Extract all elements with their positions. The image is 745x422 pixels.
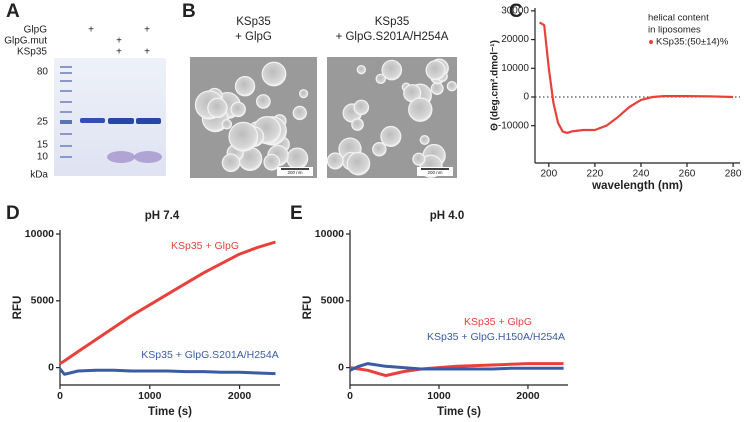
ladder-label: 25 (37, 117, 49, 128)
vesicle (372, 141, 387, 157)
y-tick-label: 0 (523, 92, 529, 103)
plus-sign: + (116, 36, 122, 47)
vesicle (380, 125, 402, 147)
x-tick-label: 1000 (138, 390, 162, 402)
vesicle (430, 82, 444, 96)
x-tick-label: 240 (633, 169, 650, 180)
vesicle (207, 97, 228, 119)
x-tick-label: 280 (725, 169, 742, 180)
y-tick-label: 30000 (501, 6, 529, 17)
series-label: KSp35 + GlpG (171, 240, 239, 252)
x-tick-label: 1000 (427, 390, 451, 402)
x-tick-label: 2000 (516, 390, 540, 402)
plus-sign: + (144, 25, 150, 36)
vesicle (234, 76, 256, 97)
plus-sign: + (88, 25, 94, 36)
vesicle (351, 118, 364, 131)
ladder-label: 15 (37, 140, 49, 151)
vesicle (346, 151, 371, 176)
series-label: KSp35 + GlpG.S201A/H254A (141, 349, 278, 361)
x-tick-label: 200 (540, 169, 557, 180)
row-label: GlpG.mut (4, 36, 47, 47)
vesicle (412, 152, 426, 166)
panel-letter: A (6, 1, 20, 22)
plus-sign: + (116, 47, 122, 58)
vesicle (230, 101, 246, 118)
vesicle (255, 94, 271, 109)
vesicle (292, 105, 307, 121)
data-line (349, 362, 564, 378)
y-tick-label: 10000 (501, 63, 529, 74)
legend-title: in liposomes (648, 25, 701, 36)
unit-label: kDa (30, 170, 48, 181)
row-label: GlpG (24, 25, 48, 36)
image-title: KSp35 (375, 16, 410, 28)
series-label: KSp35 + GlpG.H150A/H254A (427, 331, 565, 343)
chart-title: pH 7.4 (145, 210, 180, 222)
x-tick-label: 2000 (228, 390, 252, 402)
y-tick-label: 20000 (501, 34, 529, 45)
series-label: KSp35 + GlpG (464, 316, 532, 328)
image-title: KSp35 (236, 16, 271, 28)
scale-label: 200 nm (427, 170, 442, 175)
y-tick-label: -10000 (498, 120, 530, 131)
image-title: + GlpG.S201A/H254A (336, 31, 449, 43)
y-tick-label: 0 (338, 361, 344, 373)
vesicle (425, 60, 446, 81)
vesicle (375, 73, 386, 85)
y-axis-label: Θ (deg.cm².dmol⁻¹) (490, 40, 501, 131)
vesicle (326, 152, 344, 170)
panel-letter: B (182, 1, 196, 22)
x-tick-label: 220 (587, 169, 604, 180)
vesicle (298, 89, 309, 99)
vesicle (261, 61, 287, 87)
data-line (539, 21, 734, 134)
panel-letter: C (509, 1, 523, 22)
vesicle (356, 64, 367, 75)
ladder-label: 80 (37, 67, 49, 78)
y-tick-label: 10000 (315, 228, 344, 240)
y-axis-label: RFU (302, 296, 314, 320)
vesicle (419, 134, 430, 146)
data-line (59, 240, 276, 365)
vesicle (228, 121, 259, 152)
row-label: KSp35 (17, 47, 47, 58)
scale-box (277, 167, 313, 176)
scale-label: 200 nm (287, 170, 302, 175)
panel-letter: E (290, 203, 303, 224)
vesicle (286, 147, 309, 170)
legend-title: helical content (648, 13, 709, 24)
vesicle (408, 97, 433, 122)
ladder-label: 10 (37, 152, 49, 163)
legend-label: KSp35:(50±14)% (656, 37, 729, 48)
gel-bands (60, 66, 162, 163)
y-tick-label: 5000 (31, 295, 55, 307)
y-axis-label: RFU (12, 296, 24, 320)
panel-letter: D (6, 203, 20, 224)
image-title: + GlpG (235, 31, 272, 43)
scale-box (417, 167, 453, 176)
vesicle (381, 59, 403, 81)
vesicle (353, 99, 370, 116)
vesicle (446, 80, 458, 92)
vesicle (221, 119, 233, 130)
vesicle (221, 153, 241, 173)
x-axis-label: wavelength (nm) (591, 180, 683, 192)
chart-title: pH 4.0 (430, 210, 465, 222)
y-tick-label: 5000 (321, 295, 345, 307)
x-tick-label: 0 (57, 390, 63, 402)
x-axis-label: Time (s) (148, 406, 192, 418)
legend-marker (649, 40, 653, 44)
plus-sign: + (144, 47, 150, 58)
vesicle (263, 153, 281, 171)
x-tick-label: 260 (679, 169, 696, 180)
y-tick-label: 10000 (25, 228, 54, 240)
x-axis-label: Time (s) (437, 406, 481, 418)
data-line (349, 362, 564, 372)
x-tick-label: 0 (347, 390, 353, 402)
y-tick-label: 0 (48, 361, 54, 373)
data-line (58, 368, 276, 376)
